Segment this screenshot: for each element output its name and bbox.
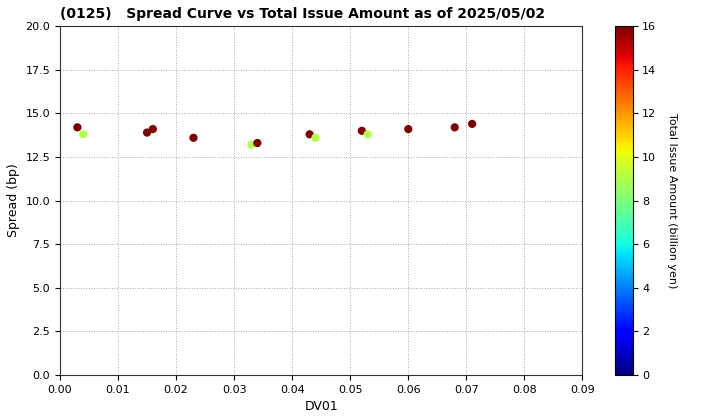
Point <box>402 126 414 132</box>
Point <box>449 124 461 131</box>
Point <box>251 140 263 147</box>
Point <box>467 121 478 127</box>
Point <box>304 131 315 138</box>
X-axis label: DV01: DV01 <box>305 400 338 413</box>
Y-axis label: Spread (bp): Spread (bp) <box>7 164 20 237</box>
Point <box>310 134 321 141</box>
Text: (0125)   Spread Curve vs Total Issue Amount as of 2025/05/02: (0125) Spread Curve vs Total Issue Amoun… <box>60 7 545 21</box>
Point <box>362 131 374 138</box>
Point <box>71 124 83 131</box>
Point <box>78 131 89 138</box>
Point <box>188 134 199 141</box>
Point <box>147 126 158 132</box>
Y-axis label: Total Issue Amount (billion yen): Total Issue Amount (billion yen) <box>667 113 678 288</box>
Point <box>141 129 153 136</box>
Point <box>246 142 257 148</box>
Point <box>356 127 368 134</box>
